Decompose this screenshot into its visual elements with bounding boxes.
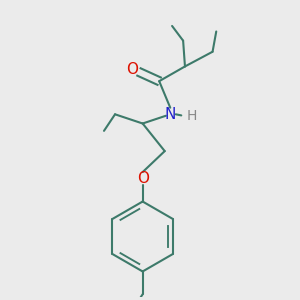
- Text: O: O: [126, 61, 138, 76]
- Text: N: N: [165, 107, 176, 122]
- Text: O: O: [136, 171, 148, 186]
- Text: H: H: [187, 109, 197, 123]
